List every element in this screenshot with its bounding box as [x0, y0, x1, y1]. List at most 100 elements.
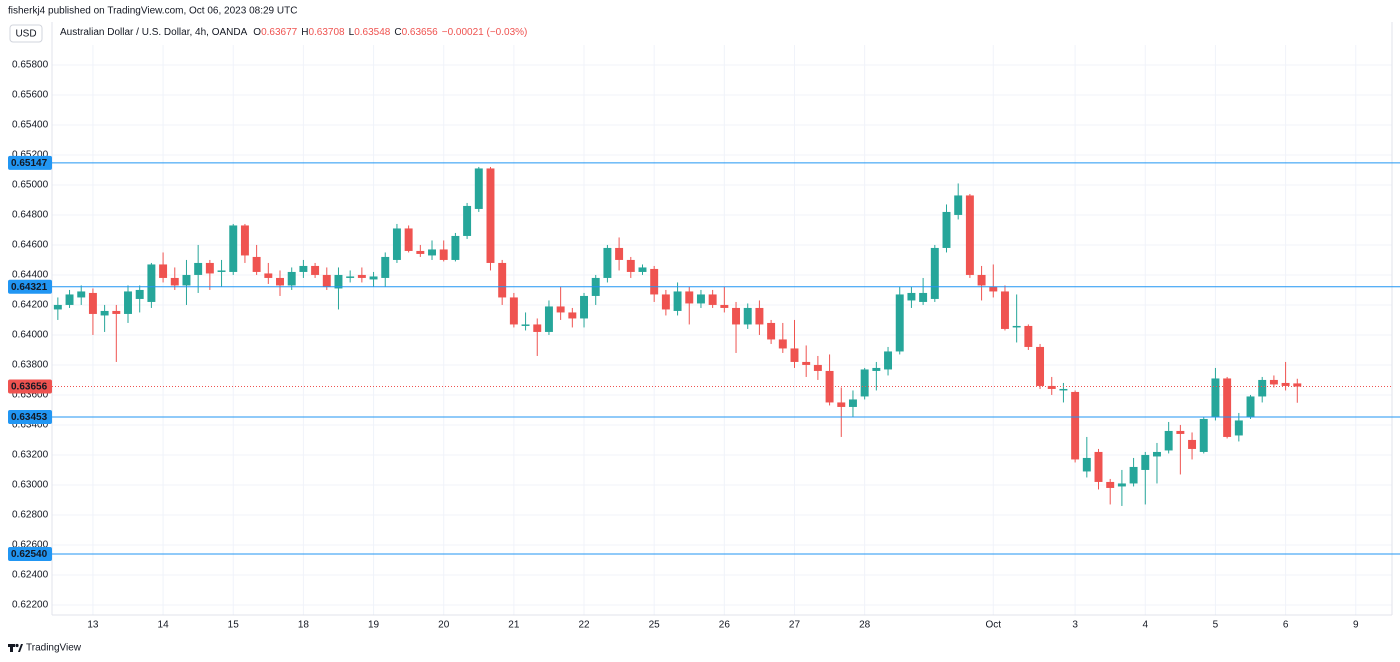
x-tick-label: 27	[789, 620, 801, 631]
candle-body	[463, 205, 472, 236]
candle-body	[755, 307, 764, 325]
y-tick-label: 0.64800	[12, 210, 49, 221]
candle-body	[895, 294, 904, 352]
x-tick-label: 13	[87, 620, 99, 631]
level-label-box	[8, 155, 52, 170]
candle-body	[989, 286, 998, 292]
x-tick-label: 20	[438, 620, 450, 631]
y-tick-label: 0.62200	[12, 600, 49, 611]
low: 0.63548	[354, 27, 391, 38]
h-label: H	[301, 27, 308, 38]
candle-body	[357, 274, 366, 278]
candle-body	[965, 195, 974, 275]
last-price-box	[8, 379, 52, 394]
change: −0.00021 (−0.03%)	[442, 27, 528, 38]
y-tick-label: 0.62600	[12, 540, 49, 551]
high: 0.63708	[308, 27, 345, 38]
x-tick-label: 5	[1213, 620, 1219, 631]
candle-body	[346, 276, 355, 278]
candle-body	[743, 307, 752, 325]
candle-body	[977, 274, 986, 286]
candle-body	[1012, 325, 1021, 328]
candle-body	[1141, 454, 1150, 470]
candle-body	[813, 364, 822, 371]
candle-body	[170, 277, 179, 286]
x-tick-label: 9	[1353, 620, 1359, 631]
candle-body	[112, 310, 121, 314]
level-label: 0.65147	[11, 158, 48, 169]
publisher: fisherkj4 published on TradingView.com, …	[8, 6, 297, 17]
l-label: L	[349, 27, 355, 38]
candle-body	[872, 367, 881, 371]
candle-body	[556, 306, 565, 313]
y-tick-label: 0.65800	[12, 60, 49, 71]
candle-body	[1036, 346, 1045, 386]
candle-body	[299, 265, 308, 272]
candle-body	[276, 277, 284, 286]
x-tick-label: 19	[368, 620, 380, 631]
candle-body	[1293, 383, 1302, 387]
y-tick-label: 0.64600	[12, 240, 49, 251]
candle-body	[848, 399, 857, 407]
candle-body	[369, 276, 378, 280]
candle-body	[1281, 382, 1290, 386]
candle-body	[88, 292, 97, 314]
candle-body	[392, 228, 401, 260]
candle-body	[1223, 378, 1232, 437]
candle-body	[428, 249, 436, 256]
o-label: O	[253, 27, 261, 38]
x-tick-label: Oct	[985, 620, 1001, 631]
x-tick-label: 15	[228, 620, 240, 631]
candle-body	[147, 264, 156, 302]
candle-body	[778, 339, 787, 349]
x-tick-label: 3	[1072, 620, 1078, 631]
brand: TradingView	[26, 643, 82, 654]
x-tick-label: 18	[298, 620, 310, 631]
candle-body	[486, 168, 495, 263]
candle-body	[696, 294, 705, 304]
candle-body	[626, 259, 635, 272]
candle-body	[322, 274, 331, 287]
candle-body	[194, 262, 203, 275]
candle-body	[1106, 481, 1115, 488]
currency[interactable]: USD	[15, 29, 36, 40]
level-label: 0.63453	[11, 412, 48, 423]
y-tick-label: 0.63600	[12, 390, 49, 401]
candle-body	[77, 291, 86, 298]
candle-body	[159, 264, 168, 278]
candle-body	[544, 306, 553, 332]
c-label: C	[394, 27, 401, 38]
level-label-box	[8, 546, 52, 561]
y-tick-label: 0.65200	[12, 150, 49, 161]
y-tick-label: 0.64200	[12, 300, 49, 311]
x-tick-label: 26	[719, 620, 731, 631]
candle-body	[474, 168, 483, 209]
level-label-box	[8, 279, 52, 294]
candle-body	[135, 289, 144, 299]
candle-body	[439, 249, 448, 260]
close: 0.63656	[402, 27, 439, 38]
plot: 0.62200 0.62400 0.62600 0.62800 0.63000 0.632…	[8, 22, 1400, 631]
candle-body	[661, 294, 670, 310]
candle-body	[1059, 388, 1068, 391]
symbol: Australian Dollar / U.S. Dollar, 4h, OAN…	[60, 27, 527, 38]
candle-body	[1258, 379, 1267, 397]
candle-body	[615, 247, 624, 260]
y-tick-label: 0.63000	[12, 480, 49, 491]
currency-box[interactable]	[9, 24, 43, 43]
candle-body	[1188, 439, 1197, 449]
candle-body	[790, 348, 799, 362]
candle-body	[708, 294, 717, 305]
candle-body	[767, 322, 776, 340]
candle-body	[907, 292, 916, 301]
candle-body	[650, 268, 659, 295]
candle-body	[1117, 483, 1126, 487]
candle-body	[1094, 451, 1103, 482]
y-tick-label: 0.63200	[12, 450, 49, 461]
candle-body	[942, 211, 951, 248]
candle-body	[521, 324, 530, 326]
x-tick-label: 25	[649, 620, 661, 631]
level-label-box	[8, 410, 52, 424]
candle-body	[1234, 420, 1243, 436]
